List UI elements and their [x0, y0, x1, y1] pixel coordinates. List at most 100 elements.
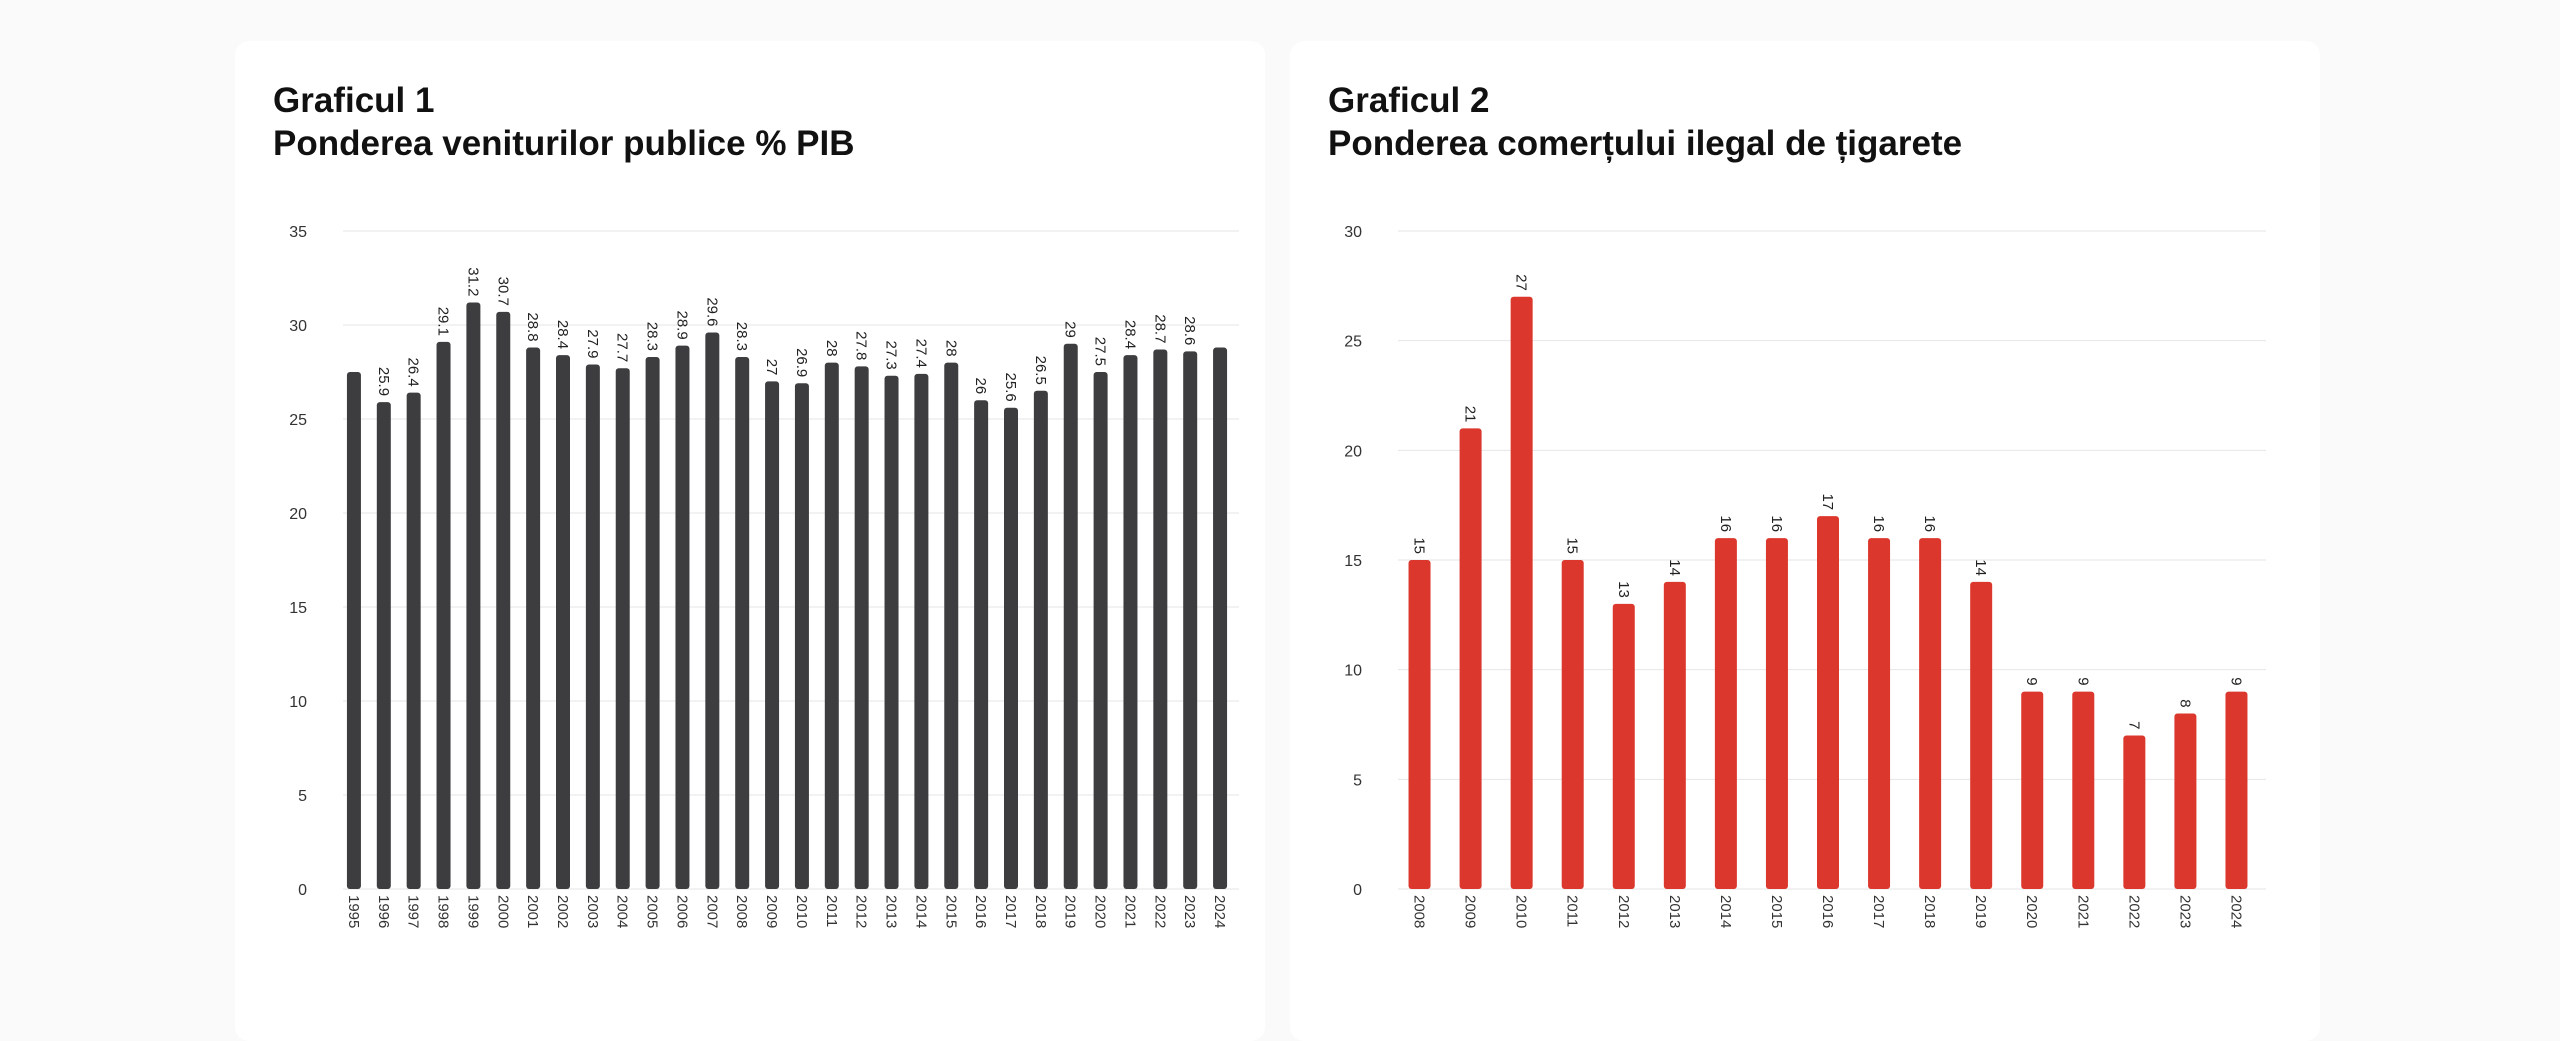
- bar: [1183, 351, 1198, 889]
- y-tick-label: 15: [1344, 553, 1362, 570]
- bar: [2174, 713, 2197, 889]
- bar: [1817, 516, 1839, 889]
- bar: [556, 355, 570, 890]
- x-tick-label: 2023: [1181, 895, 1198, 928]
- chart-title-number: Graficul 1: [273, 81, 435, 120]
- x-tick-label: 2013: [1666, 895, 1683, 928]
- data-label: 27.8: [853, 331, 870, 360]
- bar: [2225, 691, 2248, 889]
- data-label: 27.7: [614, 333, 631, 362]
- bar: [1004, 407, 1018, 889]
- bar: [1970, 581, 1993, 889]
- bar: [794, 383, 809, 889]
- bar: [1714, 538, 1737, 889]
- x-tick-label: 2001: [524, 895, 541, 928]
- bar: [2021, 691, 2044, 889]
- y-tick-label: 30: [1344, 224, 1362, 241]
- x-tick-label: 2014: [1717, 895, 1734, 928]
- x-tick-label: 1997: [405, 895, 422, 928]
- data-label: 27: [1513, 274, 1530, 291]
- bar: [1612, 603, 1635, 889]
- x-tick-label: 2016: [972, 895, 989, 928]
- bar: [1663, 581, 1686, 889]
- x-tick-label: 2019: [1972, 895, 1989, 928]
- data-label: 9: [2227, 677, 2244, 685]
- y-tick-label: 35: [289, 224, 307, 241]
- x-tick-label: 2016: [1819, 895, 1836, 928]
- data-label: 28.6: [1181, 316, 1198, 345]
- data-label: 21: [1462, 406, 1479, 423]
- bar: [2072, 691, 2095, 889]
- bar: [585, 364, 600, 890]
- y-tick-label: 25: [289, 412, 307, 429]
- x-tick-label: 2022: [1151, 895, 1168, 928]
- chart-subtitle: Ponderea veniturilor publice % PIB: [273, 124, 855, 163]
- x-tick-label: 2013: [883, 895, 900, 928]
- x-tick-label: 2021: [1121, 895, 1138, 928]
- bar: [496, 311, 511, 890]
- bar: [1510, 296, 1533, 889]
- y-tick-label: 10: [289, 694, 307, 711]
- illegal-cigarettes-bar-chart: 0 5 10 15 20 25 30 2008 15 2009 21 2010 27 2011 15 2012…: [1344, 224, 2266, 928]
- bar: [376, 402, 391, 889]
- bar: [944, 362, 959, 890]
- data-label: 26.5: [1032, 356, 1049, 385]
- data-label: 31.2: [464, 267, 481, 296]
- bar: [1063, 343, 1078, 889]
- bar: [2123, 735, 2146, 889]
- bar: [974, 400, 989, 889]
- data-label: 28.4: [1121, 320, 1138, 349]
- x-tick-label: 2015: [1768, 895, 1785, 928]
- x-tick-label: 2020: [1092, 895, 1109, 928]
- x-tick-label: 2024: [2227, 895, 2244, 928]
- x-tick-label: 2010: [793, 895, 810, 928]
- x-tick-label: 2004: [614, 895, 631, 928]
- bar: [1561, 560, 1584, 889]
- x-tick-label: 2000: [494, 895, 511, 928]
- data-label: 28: [942, 340, 959, 357]
- x-tick-label: 2017: [1870, 895, 1887, 928]
- bar: [675, 345, 690, 889]
- x-tick-label: 2007: [703, 895, 720, 928]
- x-tick-label: 2017: [1002, 895, 1019, 928]
- data-label: 27.9: [584, 329, 601, 358]
- data-label: 27.5: [1092, 337, 1109, 366]
- x-tick-label: 2018: [1921, 895, 1938, 928]
- y-tick-label: 15: [289, 600, 307, 617]
- data-label: 8: [2176, 699, 2193, 707]
- bar: [1919, 538, 1942, 889]
- data-label: 29.1: [435, 307, 452, 336]
- bar: [884, 375, 899, 889]
- bar: [526, 347, 541, 889]
- bar: [1459, 428, 1482, 889]
- y-tick-label: 0: [298, 882, 307, 899]
- data-label: 30.7: [494, 277, 511, 306]
- bar: [1033, 390, 1048, 889]
- x-tick-label: 2023: [2176, 895, 2193, 928]
- bar: [346, 372, 361, 889]
- x-tick-label: 2003: [584, 895, 601, 928]
- x-tick-label: 2008: [1411, 895, 1428, 928]
- bar: [1868, 538, 1891, 889]
- bar: [824, 362, 839, 890]
- x-tick-label: 2020: [2023, 895, 2040, 928]
- x-tick-label: 2011: [823, 895, 840, 927]
- bar: [1213, 347, 1228, 889]
- x-tick-label: 2014: [912, 895, 929, 928]
- data-label: 28: [823, 340, 840, 357]
- data-label: 17: [1819, 493, 1836, 510]
- bar: [645, 356, 660, 890]
- chart-title-number: Graficul 2: [1328, 81, 1490, 120]
- data-label: 16: [1768, 515, 1785, 532]
- revenue-bar-chart: 0 5 10 15 20 25 30 35 1995 1996 25.9 1997 26.4 1998 29…: [289, 224, 1239, 928]
- data-label: 28.9: [673, 310, 690, 339]
- x-tick-label: 2024: [1211, 895, 1228, 928]
- data-label: 27: [763, 359, 780, 376]
- data-label: 27.4: [912, 339, 929, 368]
- data-label: 15: [1564, 537, 1581, 554]
- x-tick-label: 2012: [1615, 895, 1632, 928]
- chart-title-illegal-cigarettes: Graficul 2 Ponderea comerțului ilegal de…: [1328, 79, 1962, 165]
- x-tick-label: 2009: [1462, 895, 1479, 928]
- data-label: 9: [2023, 677, 2040, 685]
- data-label: 28.8: [524, 312, 541, 341]
